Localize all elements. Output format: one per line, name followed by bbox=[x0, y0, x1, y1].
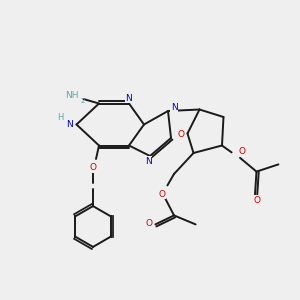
Text: O: O bbox=[158, 190, 166, 199]
Text: O: O bbox=[253, 196, 260, 205]
Text: O: O bbox=[89, 164, 97, 172]
Text: H: H bbox=[57, 113, 63, 122]
Text: O: O bbox=[238, 147, 245, 156]
Text: N: N bbox=[171, 103, 177, 112]
Text: N: N bbox=[126, 94, 132, 103]
Text: O: O bbox=[177, 130, 184, 139]
Text: N: N bbox=[145, 157, 152, 166]
Text: 2: 2 bbox=[80, 98, 85, 104]
Text: NH: NH bbox=[65, 92, 79, 100]
Text: N: N bbox=[67, 120, 73, 129]
Text: O: O bbox=[146, 219, 153, 228]
